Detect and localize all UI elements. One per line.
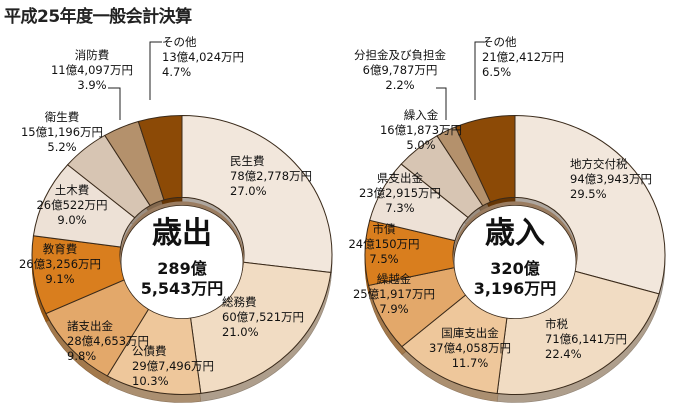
slice-amount: 24億150万円 — [348, 237, 419, 251]
leader-line — [149, 41, 162, 100]
slice-amount: 25億1,917万円 — [353, 287, 435, 301]
slice-percent: 9.1% — [45, 272, 74, 286]
slice-amount: 6億9,787万円 — [363, 63, 438, 77]
leader-line — [436, 87, 447, 120]
chart-title: 平成25年度一般会計決算 — [4, 7, 192, 27]
slice-label: その他 — [482, 35, 517, 49]
slice-label: 消防費 — [75, 48, 110, 62]
slice-label: 地方交付税 — [570, 157, 628, 171]
center-total: 289億 — [157, 259, 206, 278]
slice-amount: 29億7,496万円 — [132, 359, 214, 373]
slice-amount: 37億4,058万円 — [429, 341, 511, 355]
slice-percent: 27.0% — [230, 184, 267, 198]
center-label: 歳入 — [485, 216, 545, 251]
slice-amount: 13億4,024万円 — [162, 50, 244, 64]
slice-percent: 7.9% — [379, 302, 408, 316]
slice-amount: 71億6,141万円 — [545, 332, 627, 346]
slice-amount: 26億522万円 — [36, 198, 107, 212]
slice-percent: 5.2% — [47, 140, 76, 154]
slice-label: 県支出金 — [377, 171, 423, 185]
slice-percent: 4.7% — [162, 65, 191, 79]
slice-label: 繰入金 — [404, 108, 439, 122]
slice-label: 分担金及び負担金 — [354, 48, 446, 62]
slice-percent: 2.2% — [385, 78, 414, 92]
slice-amount: 78億2,778万円 — [230, 169, 312, 183]
slice-amount: 23億2,915万円 — [359, 186, 441, 200]
slice — [454, 114, 516, 203]
slice-percent: 7.5% — [369, 252, 398, 266]
slice-amount: 26億3,256万円 — [19, 257, 101, 271]
slice-percent: 29.5% — [570, 187, 607, 201]
slice-amount: 21億2,412万円 — [482, 50, 564, 64]
slice-amount: 60億7,521万円 — [222, 310, 304, 324]
slice-amount: 15億1,196万円 — [21, 125, 103, 139]
slice-percent: 3.9% — [77, 78, 106, 92]
center-total: 5,543万円 — [141, 279, 224, 298]
slice-percent: 9.0% — [57, 213, 86, 227]
leader-line — [474, 41, 484, 100]
slice-label: 総務費 — [222, 295, 257, 309]
slice-label: 土木費 — [55, 183, 90, 197]
slice-amount: 28億4,653万円 — [67, 334, 149, 348]
slice-percent: 7.3% — [385, 201, 414, 215]
slice — [181, 114, 333, 274]
slice-label: 諸支出金 — [67, 319, 113, 333]
slice-label: 市税 — [545, 317, 568, 331]
slice-label: 国庫支出金 — [441, 326, 499, 340]
slice-label: その他 — [162, 35, 197, 49]
leader-line — [108, 87, 121, 120]
slice-amount: 16億1,873万円 — [380, 123, 462, 137]
slice-percent: 22.4% — [545, 347, 582, 361]
slice — [137, 114, 183, 201]
slice-label: 教育費 — [43, 242, 78, 256]
slice-percent: 10.3% — [132, 374, 169, 388]
slice-amount: 94億3,943万円 — [570, 172, 652, 186]
slice-label: 市債 — [373, 222, 396, 236]
slice-label: 衛生費 — [45, 110, 80, 124]
center-total: 3,196万円 — [474, 279, 557, 298]
slice-label: 民生費 — [230, 154, 265, 168]
center-label: 歳出 — [152, 216, 212, 251]
donut-hole — [120, 204, 244, 320]
slice-percent: 5.0% — [406, 138, 435, 152]
donut-hole — [453, 204, 577, 320]
slice-label: 繰越金 — [377, 272, 412, 286]
center-total: 320億 — [490, 259, 539, 278]
slice — [514, 114, 666, 295]
slice-label: 公債費 — [132, 344, 167, 358]
slice-amount: 11億4,097万円 — [51, 63, 133, 77]
slice-percent: 6.5% — [482, 65, 511, 79]
slice-percent: 9.8% — [67, 349, 96, 363]
slice-percent: 21.0% — [222, 325, 259, 339]
slice-percent: 11.7% — [452, 356, 489, 370]
